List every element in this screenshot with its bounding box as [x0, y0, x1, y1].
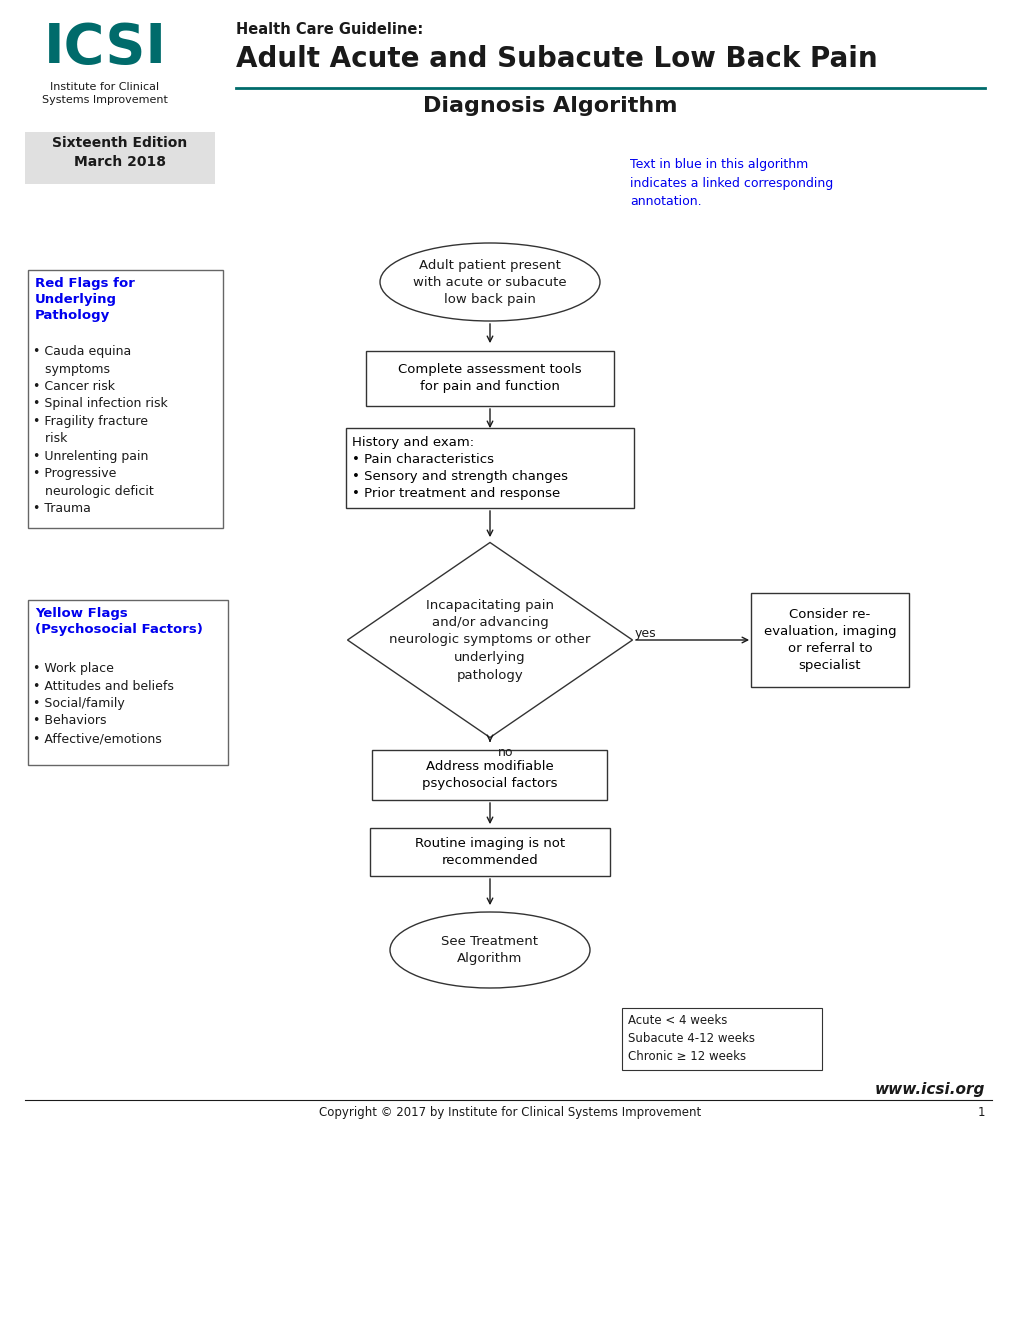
Text: See Treatment
Algorithm: See Treatment Algorithm	[441, 935, 538, 965]
Text: Red Flags for
Underlying
Pathology: Red Flags for Underlying Pathology	[35, 277, 135, 322]
FancyBboxPatch shape	[370, 828, 609, 876]
FancyBboxPatch shape	[366, 351, 613, 405]
Text: Yellow Flags
(Psychosocial Factors): Yellow Flags (Psychosocial Factors)	[35, 607, 203, 636]
Text: Institute for Clinical
Systems Improvement: Institute for Clinical Systems Improveme…	[42, 82, 168, 106]
Text: Adult patient present
with acute or subacute
low back pain: Adult patient present with acute or suba…	[413, 259, 567, 305]
FancyBboxPatch shape	[28, 601, 228, 766]
FancyBboxPatch shape	[622, 1008, 821, 1071]
Text: Complete assessment tools
for pain and function: Complete assessment tools for pain and f…	[397, 363, 581, 393]
Text: Copyright © 2017 by Institute for Clinical Systems Improvement: Copyright © 2017 by Institute for Clinic…	[319, 1106, 700, 1119]
Text: Routine imaging is not
recommended: Routine imaging is not recommended	[415, 837, 565, 867]
Text: Diagnosis Algorithm: Diagnosis Algorithm	[422, 96, 677, 116]
Text: • Work place
• Attitudes and beliefs
• Social/family
• Behaviors
• Affective/emo: • Work place • Attitudes and beliefs • S…	[33, 663, 173, 744]
Text: Adult Acute and Subacute Low Back Pain: Adult Acute and Subacute Low Back Pain	[235, 45, 876, 73]
Ellipse shape	[380, 243, 599, 321]
Text: www.icsi.org: www.icsi.org	[873, 1082, 984, 1097]
Text: Health Care Guideline:: Health Care Guideline:	[235, 22, 423, 37]
FancyBboxPatch shape	[28, 271, 223, 528]
Text: Incapacitating pain
and/or advancing
neurologic symptoms or other
underlying
pat: Incapacitating pain and/or advancing neu…	[389, 598, 590, 681]
Text: Sixteenth Edition
March 2018: Sixteenth Edition March 2018	[52, 136, 187, 169]
Polygon shape	[347, 543, 632, 738]
Text: no: no	[497, 747, 513, 759]
FancyBboxPatch shape	[372, 750, 607, 800]
Text: Consider re-
evaluation, imaging
or referral to
specialist: Consider re- evaluation, imaging or refe…	[763, 609, 896, 672]
Text: 1: 1	[976, 1106, 984, 1119]
Text: Text in blue in this algorithm
indicates a linked corresponding
annotation.: Text in blue in this algorithm indicates…	[630, 158, 833, 209]
Text: Address modifiable
psychosocial factors: Address modifiable psychosocial factors	[422, 760, 557, 789]
FancyBboxPatch shape	[25, 132, 215, 183]
Text: ICSI: ICSI	[44, 21, 166, 75]
Text: Acute < 4 weeks
Subacute 4-12 weeks
Chronic ≥ 12 weeks: Acute < 4 weeks Subacute 4-12 weeks Chro…	[628, 1014, 754, 1063]
FancyBboxPatch shape	[750, 593, 908, 686]
Text: yes: yes	[635, 627, 656, 640]
Text: History and exam:
• Pain characteristics
• Sensory and strength changes
• Prior : History and exam: • Pain characteristics…	[352, 436, 568, 500]
Text: • Cauda equina
   symptoms
• Cancer risk
• Spinal infection risk
• Fragility fra: • Cauda equina symptoms • Cancer risk • …	[33, 345, 167, 516]
FancyBboxPatch shape	[345, 428, 634, 508]
Ellipse shape	[389, 912, 589, 987]
